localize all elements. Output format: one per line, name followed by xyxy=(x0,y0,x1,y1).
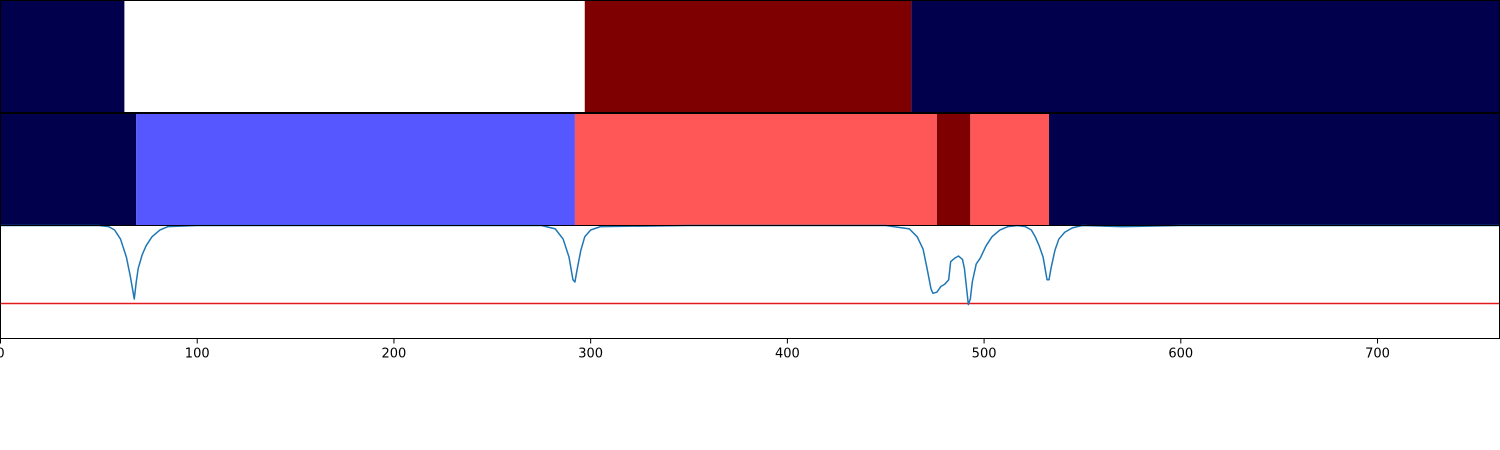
panel-frame-2 xyxy=(0,225,1500,339)
top-segment-2 xyxy=(584,0,912,113)
middle-segment-5 xyxy=(1049,113,1500,226)
x-tick-label: 600 xyxy=(1168,347,1193,362)
top-segment-1 xyxy=(124,0,585,113)
x-tick-label: 400 xyxy=(775,347,800,362)
x-tick-label: 200 xyxy=(382,347,407,362)
top-segment-3 xyxy=(911,0,1500,113)
middle-segment-1 xyxy=(136,113,575,226)
x-tick-label: 100 xyxy=(185,347,210,362)
signal-line xyxy=(0,224,1500,306)
middle-segment-2 xyxy=(574,113,937,226)
signal-panel xyxy=(0,224,1500,306)
x-tick-label: 300 xyxy=(578,347,603,362)
x-axis: 0 100 200 300 400 500 600 700 xyxy=(0,338,1390,362)
middle-segment-4 xyxy=(970,113,1050,226)
x-tick-label: 500 xyxy=(972,347,997,362)
top-heatmap-strip xyxy=(0,0,1500,113)
top-segment-0 xyxy=(0,0,125,113)
middle-segment-0 xyxy=(0,113,137,226)
x-tick-label: 700 xyxy=(1365,347,1390,362)
x-tick-label: 0 xyxy=(0,347,5,362)
middle-segment-3 xyxy=(936,113,971,226)
middle-heatmap-strip xyxy=(0,113,1500,226)
